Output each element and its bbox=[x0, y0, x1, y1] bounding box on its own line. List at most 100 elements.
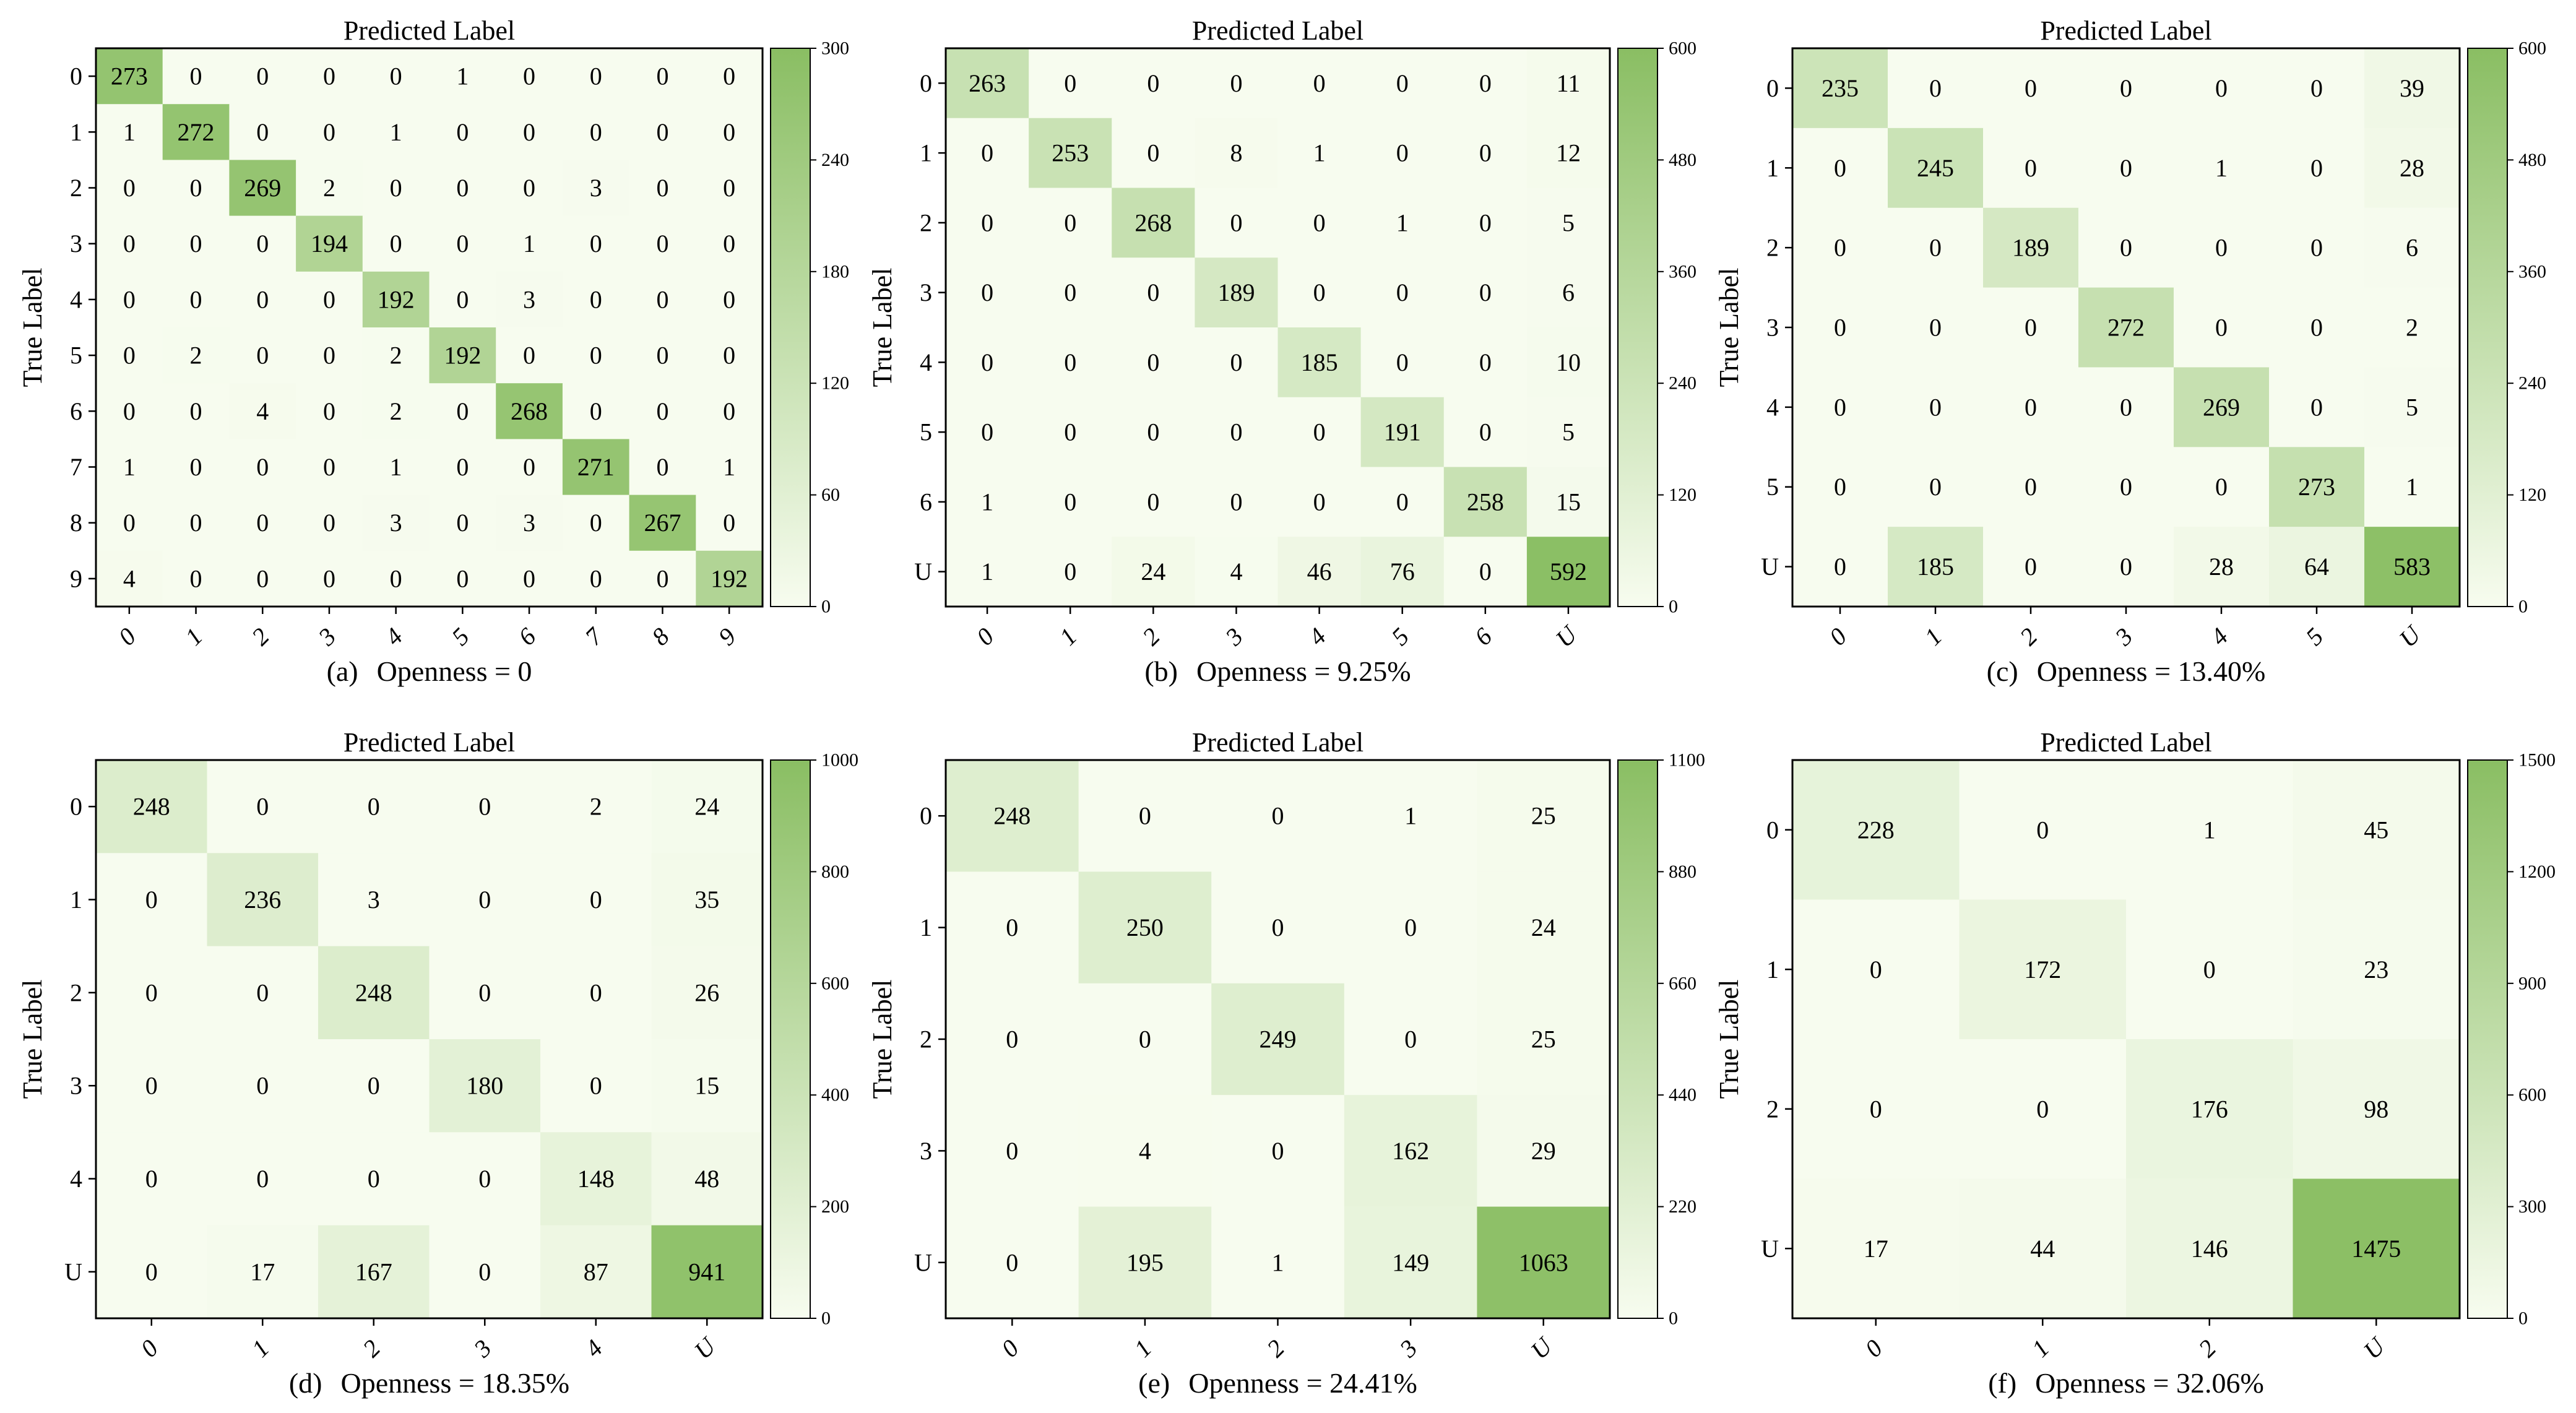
heatmap-cell bbox=[2269, 287, 2365, 368]
panel-caption-letter: (e) bbox=[1138, 1367, 1170, 1399]
cell-value-label: 1 bbox=[2406, 473, 2418, 501]
heatmap-cell bbox=[229, 327, 296, 384]
colorbar-tick-label: 0 bbox=[821, 597, 831, 617]
panel-caption: (a) Openness = 0 bbox=[327, 655, 532, 687]
heatmap-cell bbox=[96, 853, 208, 947]
heatmap-cell bbox=[629, 104, 696, 160]
cell-value-label: 0 bbox=[1479, 558, 1492, 586]
cell-value-label: 0 bbox=[1272, 914, 1284, 941]
cell-value-label: 0 bbox=[590, 285, 602, 313]
x-tick-label: 4 bbox=[2205, 622, 2233, 650]
colorbar-tick-label: 120 bbox=[1669, 485, 1696, 505]
cell-value-label: 0 bbox=[1064, 279, 1076, 306]
heatmap-cell bbox=[229, 495, 296, 551]
heatmap-cell bbox=[946, 48, 1029, 119]
cell-value-label: 0 bbox=[323, 285, 335, 313]
heatmap-cell bbox=[96, 104, 163, 160]
colorbar-tick-label: 880 bbox=[1669, 862, 1696, 882]
cell-value-label: 592 bbox=[1550, 558, 1587, 586]
colorbar-tick-label: 1000 bbox=[821, 750, 858, 771]
heatmap-cell bbox=[1078, 1095, 1212, 1208]
heatmap-cell bbox=[1195, 48, 1279, 119]
heatmap-cell bbox=[629, 48, 696, 105]
heatmap-cell bbox=[2364, 527, 2460, 607]
heatmap-cell bbox=[1792, 447, 1888, 527]
heatmap-cell bbox=[496, 104, 563, 160]
heatmap-cell bbox=[96, 160, 163, 217]
x-tick-label: 2 bbox=[2193, 1334, 2221, 1362]
cell-value-label: 0 bbox=[590, 63, 602, 90]
heatmap-cell bbox=[296, 550, 363, 607]
heatmap-cell bbox=[1792, 899, 1960, 1040]
heatmap-cell bbox=[1983, 48, 2079, 129]
x-tick-label: U bbox=[2393, 619, 2427, 652]
cell-value-label: 48 bbox=[694, 1165, 719, 1193]
cell-value-label: 0 bbox=[590, 397, 602, 425]
colorbar-tick-label: 1100 bbox=[1669, 750, 1705, 771]
heatmap-cell bbox=[629, 271, 696, 328]
cell-value-label: 45 bbox=[2364, 816, 2388, 844]
y-tick-label: 3 bbox=[1766, 314, 1779, 342]
cell-value-label: 0 bbox=[1272, 1137, 1284, 1165]
x-tick-label: U bbox=[2358, 1331, 2392, 1364]
cell-value-label: 3 bbox=[368, 886, 380, 914]
heatmap-cell bbox=[207, 1225, 319, 1319]
colorbar bbox=[1617, 759, 1658, 1319]
cell-value-label: 0 bbox=[1870, 956, 1882, 983]
heatmap-cell bbox=[296, 495, 363, 551]
heatmap-cell bbox=[2293, 1178, 2460, 1319]
heatmap-cell bbox=[429, 495, 496, 551]
cell-value-label: 0 bbox=[590, 509, 602, 537]
heatmap-cell bbox=[696, 48, 763, 105]
y-tick-label: 0 bbox=[70, 793, 82, 821]
cell-value-label: 0 bbox=[190, 564, 202, 592]
heatmap-cell bbox=[1029, 118, 1112, 189]
y-tick-label: 1 bbox=[1766, 956, 1779, 983]
cell-value-label: 0 bbox=[323, 63, 335, 90]
cell-value-label: 0 bbox=[256, 342, 269, 369]
heatmap-cell bbox=[318, 1039, 430, 1133]
cell-value-label: 0 bbox=[981, 279, 993, 306]
heatmap-cell bbox=[1112, 188, 1195, 258]
colorbar-tick-label: 0 bbox=[2518, 597, 2528, 617]
y-tick-label: 3 bbox=[70, 230, 82, 257]
heatmap-cell bbox=[1112, 118, 1195, 189]
cell-value-label: 0 bbox=[1064, 488, 1076, 516]
cell-value-label: 0 bbox=[190, 397, 202, 425]
cell-value-label: 0 bbox=[2215, 234, 2228, 262]
cell-value-label: 0 bbox=[1834, 154, 1846, 182]
y-tick-label: 2 bbox=[1766, 234, 1779, 262]
heatmap-cell bbox=[540, 1225, 652, 1319]
heatmap-cell bbox=[362, 104, 430, 160]
cell-value-label: 2 bbox=[590, 793, 602, 821]
colorbar-tick-label: 60 bbox=[821, 485, 840, 505]
cell-value-label: 0 bbox=[1230, 488, 1242, 516]
cell-value-label: 0 bbox=[145, 979, 158, 1006]
x-tick-label: 5 bbox=[1386, 622, 1414, 650]
heatmap-cell bbox=[1029, 537, 1112, 607]
cell-value-label: 268 bbox=[511, 397, 548, 425]
cell-value-label: 15 bbox=[694, 1072, 719, 1100]
colorbar-tick-label: 300 bbox=[821, 38, 849, 59]
cell-value-label: 228 bbox=[1857, 816, 1895, 844]
cell-value-label: 0 bbox=[2215, 74, 2228, 102]
cell-value-label: 0 bbox=[190, 453, 202, 481]
heatmap-cell bbox=[2174, 447, 2270, 527]
heatmap-cell bbox=[2078, 207, 2174, 288]
heatmap-cell bbox=[1112, 467, 1195, 537]
heatmap-cell bbox=[229, 383, 296, 439]
y-tick-label: U bbox=[64, 1258, 82, 1286]
cell-value-label: 0 bbox=[1064, 348, 1076, 376]
heatmap-cell bbox=[651, 1039, 763, 1133]
heatmap-cell bbox=[429, 853, 541, 947]
cell-value-label: 0 bbox=[323, 342, 335, 369]
cell-value-label: 191 bbox=[1384, 418, 1421, 446]
heatmap-cell bbox=[162, 439, 230, 496]
cell-value-label: 0 bbox=[478, 1258, 491, 1286]
heatmap-cell bbox=[1477, 871, 1610, 984]
heatmap-cell bbox=[1792, 207, 1888, 288]
cell-value-label: 0 bbox=[2025, 473, 2037, 501]
predicted-label-title: Predicted Label bbox=[344, 15, 515, 46]
cell-value-label: 1 bbox=[2203, 816, 2216, 844]
y-tick-label: U bbox=[914, 1248, 932, 1276]
